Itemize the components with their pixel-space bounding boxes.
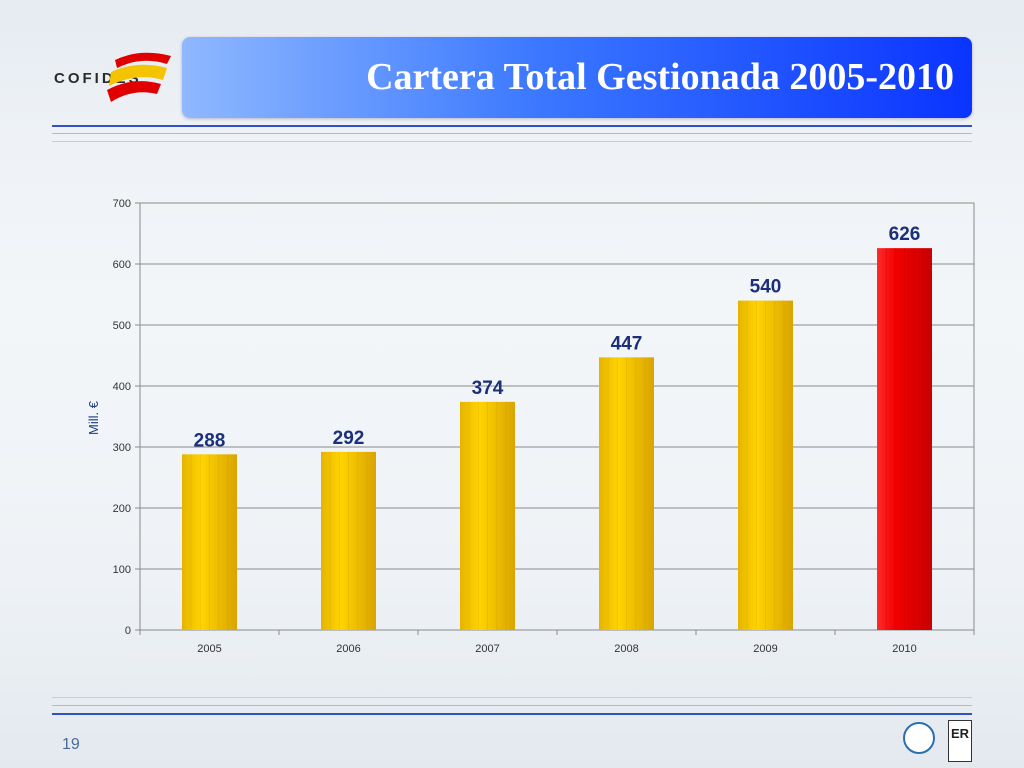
slide-title: Cartera Total Gestionada 2005-2010 bbox=[366, 56, 954, 98]
aenor-er-certification-icon: ER bbox=[948, 720, 972, 762]
bar-2008 bbox=[599, 357, 654, 630]
data-label-2010: 626 bbox=[889, 224, 921, 245]
bottom-divider-blue bbox=[52, 713, 972, 715]
bottom-divider-orange bbox=[52, 705, 972, 706]
data-label-2007: 374 bbox=[472, 378, 504, 399]
y-axis-title: Mill. € bbox=[86, 400, 101, 435]
x-tick-label-2010: 2010 bbox=[892, 643, 916, 655]
plot-area bbox=[139, 202, 975, 631]
top-divider-orange bbox=[52, 133, 972, 134]
y-tick-label: 700 bbox=[113, 198, 131, 210]
y-tick-label: 300 bbox=[113, 442, 131, 454]
bar-2009 bbox=[738, 300, 793, 630]
data-label-2005: 288 bbox=[194, 430, 226, 451]
bottom-divider-yellow bbox=[52, 697, 972, 698]
data-label-2006: 292 bbox=[333, 428, 365, 449]
y-tick-label: 600 bbox=[113, 259, 131, 271]
bar-2005 bbox=[182, 454, 237, 630]
data-label-2009: 540 bbox=[750, 277, 782, 298]
top-divider-blue bbox=[52, 125, 972, 127]
bar-2007 bbox=[460, 401, 515, 630]
page-number: 19 bbox=[62, 736, 80, 753]
cofides-logo: COFIDES bbox=[50, 50, 180, 110]
y-tick-label: 500 bbox=[113, 320, 131, 332]
title-banner: Cartera Total Gestionada 2005-2010 bbox=[182, 37, 972, 118]
data-label-2008: 447 bbox=[611, 333, 643, 354]
y-tick-label: 200 bbox=[113, 503, 131, 515]
x-tick-label-2006: 2006 bbox=[336, 643, 360, 655]
x-tick-label-2007: 2007 bbox=[475, 643, 499, 655]
y-tick-label: 400 bbox=[113, 381, 131, 393]
global-compact-seal-icon bbox=[903, 722, 935, 754]
top-divider-yellow bbox=[52, 141, 972, 142]
bar-2010 bbox=[877, 248, 932, 630]
y-tick-label: 0 bbox=[125, 625, 131, 637]
x-tick-label-2005: 2005 bbox=[197, 643, 221, 655]
x-tick-label-2009: 2009 bbox=[753, 643, 777, 655]
y-tick-label: 100 bbox=[113, 564, 131, 576]
x-tick-label-2008: 2008 bbox=[614, 643, 638, 655]
flag-stripes-logo-icon bbox=[107, 52, 171, 102]
bar-2006 bbox=[321, 451, 376, 630]
